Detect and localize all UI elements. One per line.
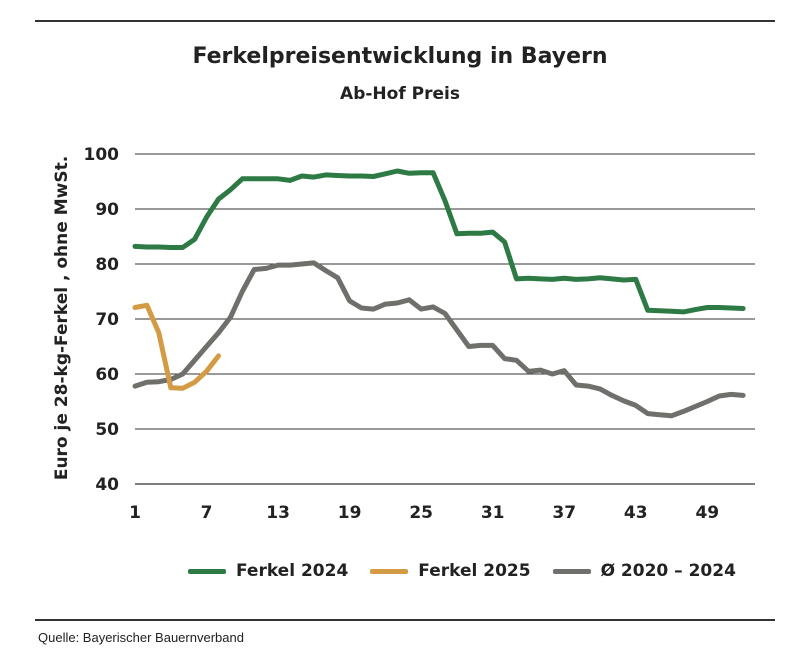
y-tick-label-60: 60 [95, 365, 119, 385]
x-tick-label-31: 31 [481, 503, 505, 523]
line-chart: 40 50 60 70 80 90 100 1 7 13 19 25 31 37 43 49 [84, 145, 755, 523]
x-tick-label-43: 43 [624, 503, 648, 523]
bottom-rule [35, 619, 775, 621]
x-tick-label-25: 25 [409, 503, 433, 523]
legend-label-ferkel-2025: Ferkel 2025 [418, 561, 531, 581]
chart-title: Ferkelpreisentwicklung in Bayern [192, 44, 608, 69]
y-tick-label-40: 40 [95, 475, 119, 495]
legend-label-average: Ø 2020 – 2024 [600, 561, 736, 581]
x-tick-label-19: 19 [338, 503, 362, 523]
legend-item-average: Ø 2020 – 2024 [552, 561, 736, 581]
source-note: Quelle: Bayerischer Bauernverband [38, 630, 244, 645]
legend: Ferkel 2024 Ferkel 2025 Ø 2020 – 2024 [188, 561, 736, 581]
legend-swatch-average [552, 568, 591, 574]
x-tick-label-7: 7 [201, 503, 213, 523]
top-rule [35, 20, 775, 22]
y-tick-label-90: 90 [95, 200, 119, 220]
legend-label-ferkel-2024: Ferkel 2024 [236, 561, 349, 581]
chart-subtitle: Ab-Hof Preis [340, 84, 460, 104]
x-tick-label-49: 49 [695, 503, 719, 523]
series-line-average-2020-2024 [132, 260, 746, 419]
x-tick-label-37: 37 [552, 503, 576, 523]
y-tick-label-100: 100 [84, 145, 120, 165]
y-tick-label-70: 70 [95, 310, 119, 330]
legend-item-ferkel-2025: Ferkel 2025 [370, 561, 531, 581]
legend-swatch-ferkel-2025 [370, 568, 409, 574]
x-tick-label-13: 13 [266, 503, 290, 523]
legend-swatch-ferkel-2024 [188, 568, 226, 574]
y-tick-label-50: 50 [95, 420, 119, 440]
series-line-ferkel-2024 [132, 168, 746, 315]
x-tick-label-1: 1 [129, 503, 141, 523]
y-tick-label-80: 80 [95, 255, 119, 275]
series-line-ferkel-2025 [132, 302, 221, 391]
legend-item-ferkel-2024: Ferkel 2024 [188, 561, 348, 581]
